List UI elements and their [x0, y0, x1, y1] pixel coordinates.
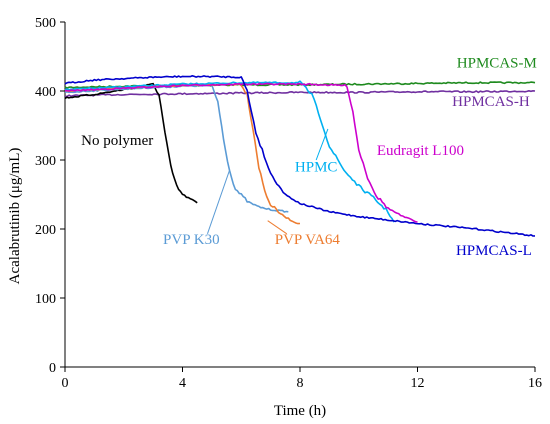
- x-tick-label: 4: [179, 376, 186, 391]
- series-line-hpmcas-h: [64, 90, 536, 98]
- series-line-hpmcas-l: [64, 75, 536, 237]
- x-tick-label: 8: [297, 376, 304, 391]
- series-line-pvp-va64: [64, 83, 301, 225]
- y-tick-label: 500: [35, 16, 56, 31]
- series-line-hpmc: [64, 80, 395, 223]
- tick-labels: 0 100 200 300 400 500 0 4 8 12 16: [35, 16, 542, 391]
- series-label-hpmc: HPMC: [295, 160, 338, 176]
- series-label-hpmcas-m: HPMCAS-M: [457, 56, 537, 72]
- axes: [60, 21, 536, 372]
- callout-line-pvp-va64: [267, 220, 288, 235]
- y-tick-label: 400: [35, 85, 56, 100]
- series-label-no-polymer: No polymer: [81, 133, 153, 149]
- series-labels: HPMCAS-M HPMCAS-H No polymer PVP K30 PVP VA6…: [81, 56, 537, 260]
- y-tick-label: 200: [35, 223, 56, 238]
- callout-line-hpmc: [315, 128, 329, 161]
- x-tick-label: 16: [528, 376, 542, 391]
- series-label-eudragit-l100: Eudragit L100: [377, 143, 464, 159]
- y-tick-label: 100: [35, 292, 56, 307]
- series-label-hpmcas-h: HPMCAS-H: [452, 94, 530, 110]
- y-tick-label: 300: [35, 154, 56, 169]
- series-label-pvp-va64: PVP VA64: [275, 232, 341, 248]
- x-tick-label: 0: [62, 376, 69, 391]
- x-tick-label: 12: [411, 376, 425, 391]
- series-label-pvp-k30: PVP K30: [163, 232, 220, 248]
- label-callouts: [206, 128, 329, 235]
- series-label-hpmcas-l: HPMCAS-L: [456, 243, 532, 259]
- y-axis-title: Acalabrutinib (μg/mL): [7, 148, 23, 285]
- series-lines: [64, 75, 536, 237]
- callout-line-pvp-k30: [206, 170, 230, 234]
- x-axis-title: Time (h): [274, 403, 326, 419]
- series-line-eudragit-l100: [64, 82, 418, 223]
- y-tick-label: 0: [49, 361, 56, 376]
